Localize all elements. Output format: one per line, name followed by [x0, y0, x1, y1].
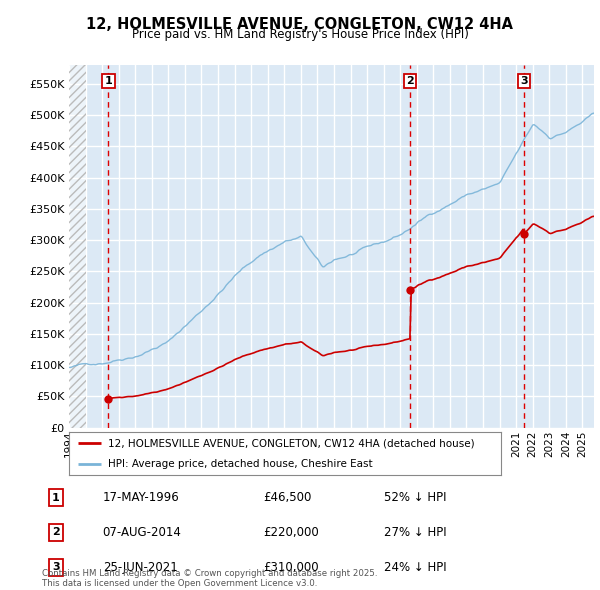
- Bar: [69, 65, 86, 428]
- Text: £46,500: £46,500: [263, 491, 311, 504]
- Text: 3: 3: [520, 76, 528, 86]
- Text: 52% ↓ HPI: 52% ↓ HPI: [384, 491, 447, 504]
- Text: 2: 2: [52, 527, 59, 537]
- Text: 2: 2: [406, 76, 414, 86]
- Text: 12, HOLMESVILLE AVENUE, CONGLETON, CW12 4HA: 12, HOLMESVILLE AVENUE, CONGLETON, CW12 …: [86, 17, 514, 31]
- Text: Contains HM Land Registry data © Crown copyright and database right 2025.
This d: Contains HM Land Registry data © Crown c…: [42, 569, 377, 588]
- Text: 24% ↓ HPI: 24% ↓ HPI: [384, 561, 447, 574]
- Text: 27% ↓ HPI: 27% ↓ HPI: [384, 526, 447, 539]
- Text: 12, HOLMESVILLE AVENUE, CONGLETON, CW12 4HA (detached house): 12, HOLMESVILLE AVENUE, CONGLETON, CW12 …: [108, 438, 475, 448]
- Text: 3: 3: [52, 562, 59, 572]
- Text: 1: 1: [52, 493, 59, 503]
- Text: 1: 1: [104, 76, 112, 86]
- Text: Price paid vs. HM Land Registry's House Price Index (HPI): Price paid vs. HM Land Registry's House …: [131, 28, 469, 41]
- Text: HPI: Average price, detached house, Cheshire East: HPI: Average price, detached house, Ches…: [108, 460, 373, 469]
- Bar: [69, 65, 86, 428]
- Text: 17-MAY-1996: 17-MAY-1996: [103, 491, 179, 504]
- Text: 25-JUN-2021: 25-JUN-2021: [103, 561, 178, 574]
- Text: £310,000: £310,000: [263, 561, 319, 574]
- Text: £220,000: £220,000: [263, 526, 319, 539]
- Text: 07-AUG-2014: 07-AUG-2014: [103, 526, 182, 539]
